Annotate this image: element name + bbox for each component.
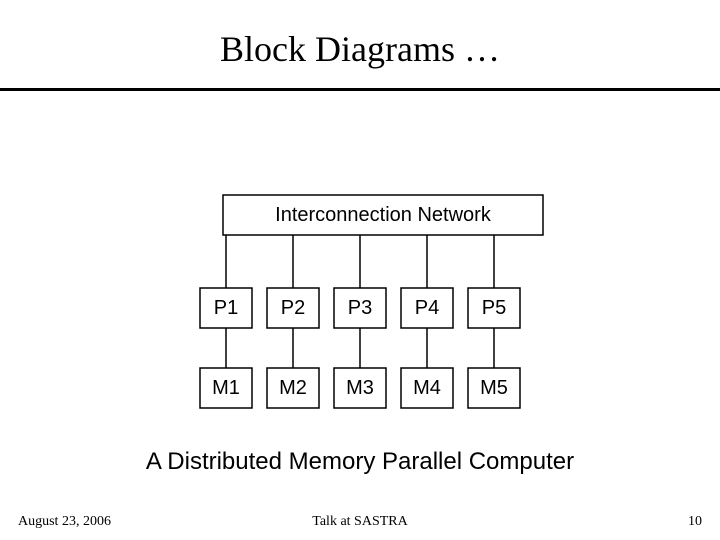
memory-5-label: M5 — [480, 377, 508, 399]
processor-1-label: P1 — [214, 297, 238, 319]
memory-4-label: M4 — [413, 377, 441, 399]
processor-5-label: P5 — [482, 297, 506, 319]
footer-page: 10 — [688, 514, 702, 530]
processor-3-label: P3 — [348, 297, 372, 319]
memory-2-label: M2 — [279, 377, 307, 399]
memory-1-label: M1 — [212, 377, 240, 399]
processor-4-label: P4 — [415, 297, 439, 319]
slide: Block Diagrams … Interconnection Network… — [0, 0, 720, 540]
interconnect-box-label: Interconnection Network — [275, 204, 492, 226]
diagram-caption: A Distributed Memory Parallel Computer — [0, 448, 720, 476]
footer-venue: Talk at SASTRA — [0, 514, 720, 530]
memory-3-label: M3 — [346, 377, 374, 399]
processor-2-label: P2 — [281, 297, 305, 319]
